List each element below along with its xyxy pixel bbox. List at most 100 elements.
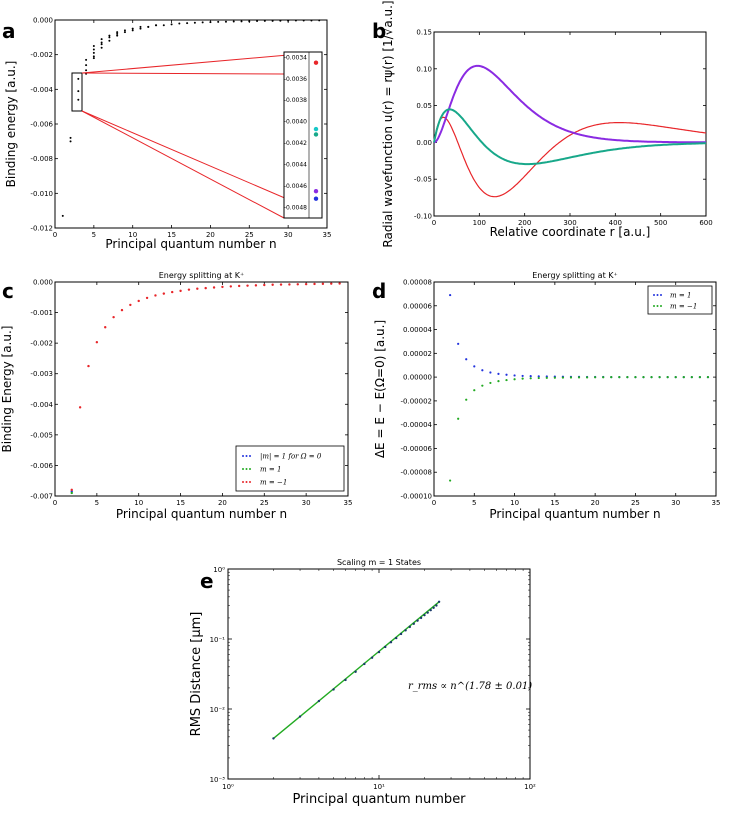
rms-data-point <box>408 625 412 629</box>
delta-energy-point <box>569 376 573 379</box>
y-tick-label: 10⁻² <box>210 706 226 714</box>
panel-letter-d: d <box>372 279 386 303</box>
x-tick-label: 500 <box>654 219 667 227</box>
x-tick-label: 25 <box>631 499 640 507</box>
energy-point <box>162 292 166 295</box>
y-tick-label: -0.008 <box>30 155 53 163</box>
energy-level-point <box>92 51 95 54</box>
energy-point <box>338 282 341 285</box>
energy-level-point <box>155 24 158 27</box>
chart-b: 0 100 200 300 400 500 600 0.15 0.10 0.05 0.00 -0.05… <box>381 0 713 247</box>
zoom-connector-bottom-right <box>81 110 323 215</box>
y-tick-label: 0.00006 <box>403 302 432 310</box>
rms-data-point <box>272 737 275 740</box>
energy-point <box>137 299 140 303</box>
legend-marker <box>242 455 244 457</box>
energy-point <box>279 283 283 286</box>
plot-title: Energy splitting at K⁺ <box>159 271 244 280</box>
rms-data-point <box>416 619 419 622</box>
y-tick-label: 0.15 <box>416 29 432 37</box>
energy-point <box>145 296 149 300</box>
energy-level-point <box>85 58 88 61</box>
delta-energy-point <box>497 380 500 383</box>
legend-entry: m = −1 <box>260 479 287 487</box>
rms-data-point <box>429 608 432 612</box>
delta-energy-point <box>497 372 500 376</box>
legend-marker <box>653 305 655 307</box>
energy-point <box>204 286 207 290</box>
y-axis-label: Radial wavefunction u(r) = rψ(r) [1/√a.u… <box>381 0 395 247</box>
delta-energy-point <box>674 376 677 379</box>
energy-level-point <box>232 20 235 23</box>
y-tick-label: -0.006 <box>30 121 53 129</box>
inset-point <box>313 126 319 132</box>
energy-point <box>87 364 90 368</box>
energy-level-point <box>61 214 64 217</box>
energy-point <box>304 282 308 286</box>
y-tick-label: 0.00 <box>416 139 432 147</box>
x-tick-label: 25 <box>245 231 254 239</box>
legend-entry: m = 1 <box>260 466 281 474</box>
legend-marker <box>249 481 251 483</box>
x-tick-label: 5 <box>472 499 476 507</box>
y-axis-label: RMS Distance [μm] <box>189 612 204 737</box>
y-tick-label: -0.004 <box>30 401 53 409</box>
energy-level-point <box>92 45 95 47</box>
energy-level-point <box>170 23 173 26</box>
rms-data-point <box>412 622 415 625</box>
y-tick-label: -0.005 <box>30 431 53 439</box>
y-tick-label: -0.010 <box>30 190 53 198</box>
panel-letter-a: a <box>2 19 16 43</box>
y-tick-label: -0.006 <box>30 462 53 470</box>
delta-energy-point <box>529 375 532 378</box>
inset-y-tick-label: -0.0046 <box>284 183 307 190</box>
rms-data-point <box>384 645 387 649</box>
rms-data-point <box>399 632 403 636</box>
delta-energy-point <box>457 342 460 345</box>
energy-level-point <box>92 57 95 60</box>
energy-level-point <box>186 22 189 25</box>
energy-point <box>237 284 241 288</box>
plot-frame <box>433 281 717 497</box>
energy-level-point <box>224 20 227 23</box>
energy-level-point <box>147 25 150 28</box>
delta-energy-point <box>626 376 629 379</box>
y-tick-label: 0.00000 <box>403 374 432 382</box>
y-axis-label: Binding energy [a.u.] <box>4 61 18 188</box>
energy-level-point <box>92 55 95 58</box>
rms-data-point <box>332 688 335 691</box>
x-tick-label: 200 <box>518 219 531 227</box>
rms-data-point <box>423 613 426 617</box>
energy-point <box>246 284 249 287</box>
scaling-annotation: r_rms ∝ n^(1.78 ± 0.01) <box>408 681 532 692</box>
delta-energy-point <box>537 376 540 380</box>
energy-point <box>129 303 132 307</box>
delta-energy-point <box>634 376 637 379</box>
energy-level-point <box>100 41 103 44</box>
y-tick-label: 10⁻³ <box>210 776 226 784</box>
x-tick-label: 400 <box>609 219 622 227</box>
delta-energy-point <box>481 384 484 387</box>
rms-data-point <box>395 636 398 640</box>
delta-energy-point <box>610 376 613 379</box>
energy-level-point <box>294 19 297 22</box>
x-tick-label: 20 <box>206 231 215 239</box>
y-tick-label: -0.00008 <box>401 469 432 477</box>
chart-e: 10⁰ 10¹ 10² 10⁰ 10⁻¹ 10⁻² 10⁻³ Scaling m = 1 St… <box>189 558 536 807</box>
y-tick-label: -0.001 <box>30 309 53 317</box>
y-tick-label: 0.000 <box>33 279 53 287</box>
energy-point <box>271 283 274 286</box>
delta-energy-point <box>698 376 701 379</box>
y-tick-label: 0.000 <box>33 17 53 25</box>
panel-letter-b: b <box>372 19 386 43</box>
rms-data-point <box>377 650 381 654</box>
x-tick-label: 35 <box>323 231 332 239</box>
energy-point <box>196 287 199 290</box>
x-tick-label: 300 <box>563 219 576 227</box>
delta-energy-point <box>537 375 540 378</box>
x-tick-label: 10 <box>134 499 143 507</box>
energy-level-point <box>85 64 88 67</box>
fit-line <box>273 601 440 739</box>
energy-point <box>229 285 232 288</box>
energy-point <box>104 326 107 329</box>
